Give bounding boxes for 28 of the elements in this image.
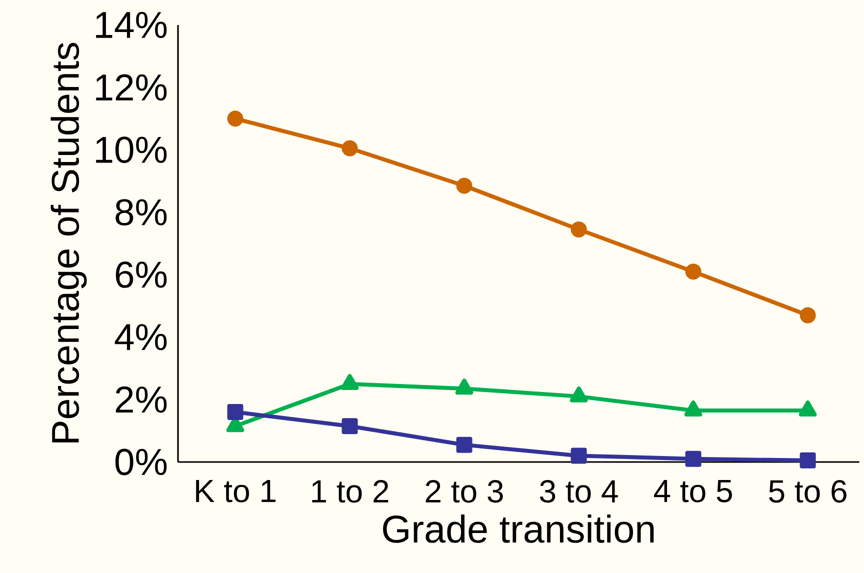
y-tick-label: 8% [116, 199, 167, 226]
point [800, 307, 816, 324]
x-tick-label: 2 to 3 [426, 480, 503, 503]
y-axis-title: Percentage of Students [50, 42, 87, 442]
y-tick-label: 6% [116, 262, 167, 288]
y-tick-label: 10% [96, 136, 167, 164]
x-tick-label: 4 to 5 [654, 480, 732, 502]
point [800, 452, 816, 468]
point [227, 404, 244, 420]
x-tick-label: 5 to 6 [769, 480, 846, 503]
y-tick-label: 12% [96, 74, 167, 101]
point [570, 448, 587, 464]
point [227, 110, 244, 127]
point [456, 178, 472, 194]
y-tick-label: 4% [114, 324, 167, 350]
y-tick-label: 0% [115, 448, 167, 476]
x-tick-label: K to 1 [196, 480, 276, 502]
point [570, 221, 587, 238]
x-axis-title: Grade transition [383, 514, 654, 543]
x-tick-label: 1 to 2 [312, 480, 388, 503]
point [342, 418, 358, 434]
x-tick-label: 3 to 4 [540, 480, 618, 503]
point [342, 140, 358, 156]
y-tick-label: 2% [116, 386, 167, 413]
point [685, 264, 702, 280]
point [456, 436, 472, 453]
point [685, 450, 702, 467]
y-tick-label: 14% [96, 12, 167, 38]
